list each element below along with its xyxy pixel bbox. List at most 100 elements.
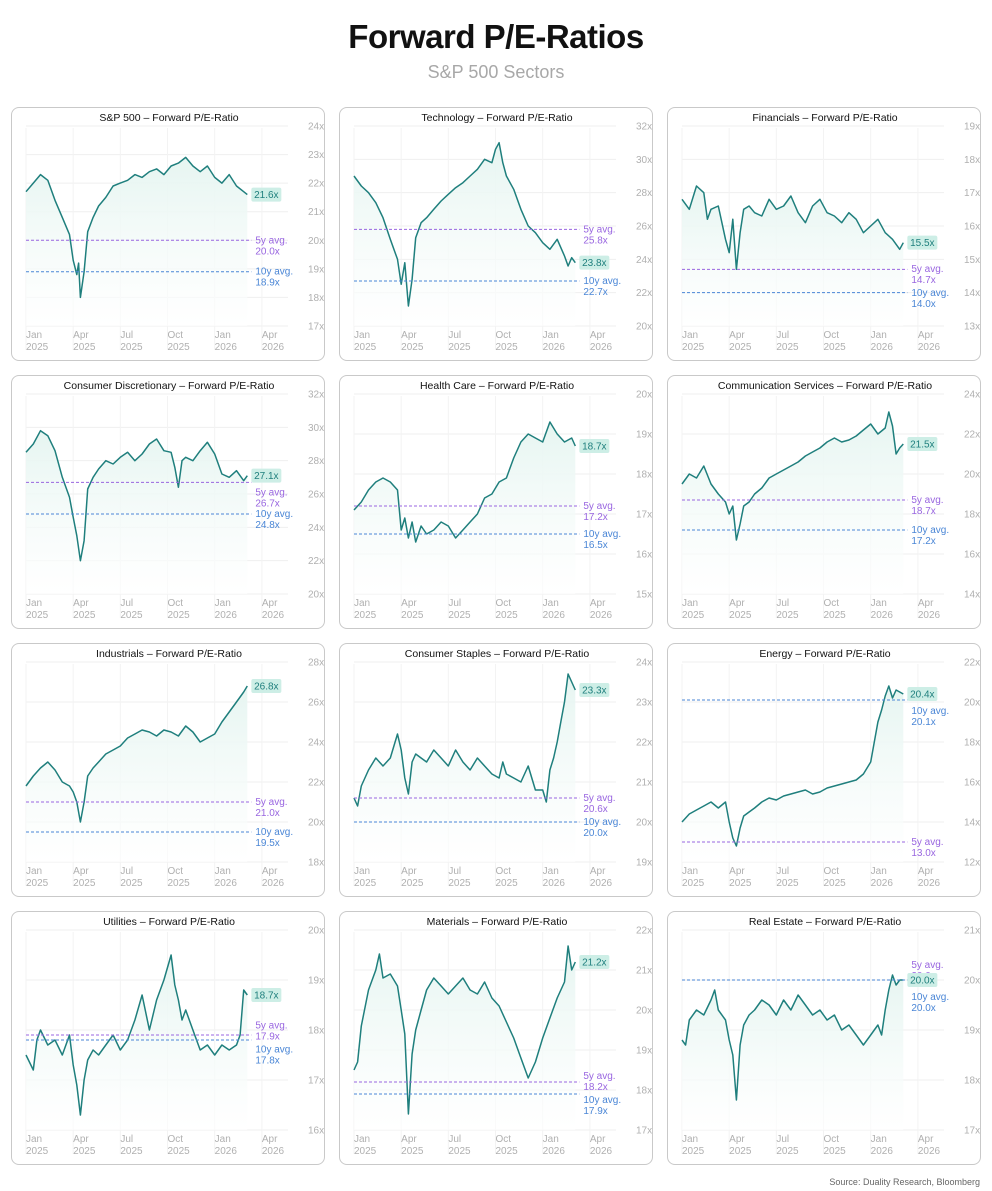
x-tick-year: 2025 bbox=[120, 342, 143, 353]
y-tick-label: 24x bbox=[308, 738, 324, 749]
x-tick-month: Apr bbox=[590, 866, 606, 877]
chart-title: Materials – Forward P/E-Ratio bbox=[426, 916, 568, 928]
x-tick-month: Apr bbox=[73, 866, 89, 877]
x-tick-year: 2026 bbox=[543, 878, 566, 889]
x-tick-year: 2025 bbox=[776, 610, 799, 621]
chart-card: Energy – Forward P/E-Ratio 12x 14x 16x 18x 20… bbox=[667, 643, 981, 897]
y-tick-label: 30x bbox=[636, 155, 652, 166]
y-tick-label: 18x bbox=[964, 155, 980, 166]
x-tick-month: Jan bbox=[215, 598, 231, 609]
last-value-label: 27.1x bbox=[254, 471, 278, 482]
avg-label-title: 5y avg. bbox=[583, 1071, 615, 1082]
x-tick-year: 2026 bbox=[543, 610, 566, 621]
x-tick-year: 2025 bbox=[73, 610, 96, 621]
chart-title: S&P 500 – Forward P/E-Ratio bbox=[99, 112, 239, 124]
last-value-badge bbox=[251, 679, 282, 693]
x-tick-month: Oct bbox=[824, 1134, 840, 1145]
avg-label-title: 5y avg. bbox=[911, 495, 943, 506]
y-tick-label: 20x bbox=[636, 1006, 652, 1017]
y-tick-label: 18x bbox=[636, 470, 652, 481]
x-tick-year: 2025 bbox=[776, 342, 799, 353]
x-tick-year: 2025 bbox=[448, 1146, 471, 1157]
y-tick-label: 20x bbox=[308, 818, 324, 829]
x-tick-month: Apr bbox=[401, 866, 417, 877]
series-line bbox=[681, 685, 904, 847]
x-tick-month: Jul bbox=[120, 866, 133, 877]
x-tick-month: Jul bbox=[120, 598, 133, 609]
x-tick-year: 2025 bbox=[73, 342, 96, 353]
avg-label-value: 18.2x bbox=[583, 1082, 607, 1093]
x-tick-year: 2025 bbox=[120, 1146, 143, 1157]
avg-label-value: 16.5x bbox=[583, 540, 607, 551]
x-tick-month: Oct bbox=[496, 1134, 512, 1145]
x-tick-year: 2025 bbox=[168, 1146, 191, 1157]
x-tick-month: Apr bbox=[918, 866, 934, 877]
x-tick-month: Apr bbox=[918, 1134, 934, 1145]
y-tick-label: 17x bbox=[308, 1076, 324, 1087]
x-tick-month: Jan bbox=[543, 330, 559, 341]
y-tick-label: 24x bbox=[308, 523, 324, 534]
series-line bbox=[25, 954, 248, 1116]
x-tick-year: 2025 bbox=[26, 610, 49, 621]
x-tick-month: Apr bbox=[73, 1134, 89, 1145]
x-tick-month: Apr bbox=[262, 598, 278, 609]
x-tick-year: 2025 bbox=[729, 610, 752, 621]
x-tick-month: Jan bbox=[26, 598, 42, 609]
last-value-badge bbox=[579, 683, 610, 697]
chart-card: Health Care – Forward P/E-Ratio 15x 16x 17x… bbox=[339, 375, 653, 629]
last-value-badge bbox=[579, 255, 610, 270]
y-tick-label: 15x bbox=[964, 255, 980, 266]
y-tick-label: 20x bbox=[964, 698, 980, 709]
x-tick-year: 2026 bbox=[215, 342, 238, 353]
x-tick-year: 2026 bbox=[262, 610, 285, 621]
x-tick-year: 2026 bbox=[215, 1146, 238, 1157]
x-tick-month: Oct bbox=[168, 598, 184, 609]
avg-label-value: 17.2x bbox=[583, 512, 607, 523]
chart-svg: 18x20x22x24x26x28xJan2025Apr2025Jul2025O… bbox=[25, 658, 324, 889]
x-tick-month: Apr bbox=[590, 1134, 606, 1145]
x-tick-year: 2026 bbox=[871, 1146, 894, 1157]
y-tick-label: 19x bbox=[636, 1046, 652, 1057]
x-tick-month: Jan bbox=[871, 1134, 887, 1145]
chart-title: Communication Services – Forward P/E-Rat… bbox=[717, 380, 933, 392]
series-line bbox=[25, 429, 248, 562]
x-tick-month: Jan bbox=[26, 866, 42, 877]
series-area bbox=[26, 157, 248, 326]
y-tick-label: 26x bbox=[308, 490, 324, 501]
y-tick-label: 28x bbox=[636, 188, 652, 199]
avg-label-value: 22.7x bbox=[583, 287, 607, 298]
x-tick-year: 2025 bbox=[729, 878, 752, 889]
x-tick-month: Jan bbox=[26, 330, 42, 341]
y-tick-label: 26x bbox=[308, 698, 324, 709]
y-tick-label: 26x bbox=[636, 222, 652, 233]
last-value-badge bbox=[907, 973, 938, 987]
x-tick-month: Oct bbox=[496, 866, 512, 877]
y-tick-label: 17x bbox=[636, 1126, 652, 1137]
x-tick-year: 2025 bbox=[168, 878, 191, 889]
x-tick-month: Oct bbox=[824, 866, 840, 877]
source-note: Source: Duality Research, Bloomberg bbox=[829, 1177, 980, 1187]
x-tick-month: Apr bbox=[729, 1134, 745, 1145]
avg-label-title: 5y avg. bbox=[255, 1021, 287, 1032]
x-tick-month: Jan bbox=[543, 598, 559, 609]
x-tick-year: 2025 bbox=[401, 1146, 424, 1157]
y-tick-label: 19x bbox=[308, 976, 324, 987]
x-tick-month: Jan bbox=[682, 866, 698, 877]
avg-label-value: 20.1x bbox=[911, 717, 935, 728]
chart-title: Consumer Discretionary – Forward P/E-Rat… bbox=[63, 380, 275, 392]
x-tick-year: 2025 bbox=[776, 1146, 799, 1157]
x-tick-month: Jul bbox=[448, 1134, 461, 1145]
series-line bbox=[25, 156, 248, 299]
chart-card: Utilities – Forward P/E-Ratio 16x 17x 18x 19… bbox=[11, 911, 325, 1165]
y-tick-label: 23x bbox=[308, 150, 324, 161]
y-tick-label: 21x bbox=[964, 926, 980, 937]
y-tick-label: 20x bbox=[308, 236, 324, 247]
y-tick-label: 18x bbox=[964, 1076, 980, 1087]
series-line bbox=[353, 673, 576, 807]
x-tick-year: 2025 bbox=[682, 342, 705, 353]
x-tick-month: Jan bbox=[215, 1134, 231, 1145]
y-tick-label: 18x bbox=[308, 293, 324, 304]
x-tick-month: Jan bbox=[543, 866, 559, 877]
avg-label-title: 10y avg. bbox=[255, 1045, 293, 1056]
x-tick-year: 2025 bbox=[682, 1146, 705, 1157]
